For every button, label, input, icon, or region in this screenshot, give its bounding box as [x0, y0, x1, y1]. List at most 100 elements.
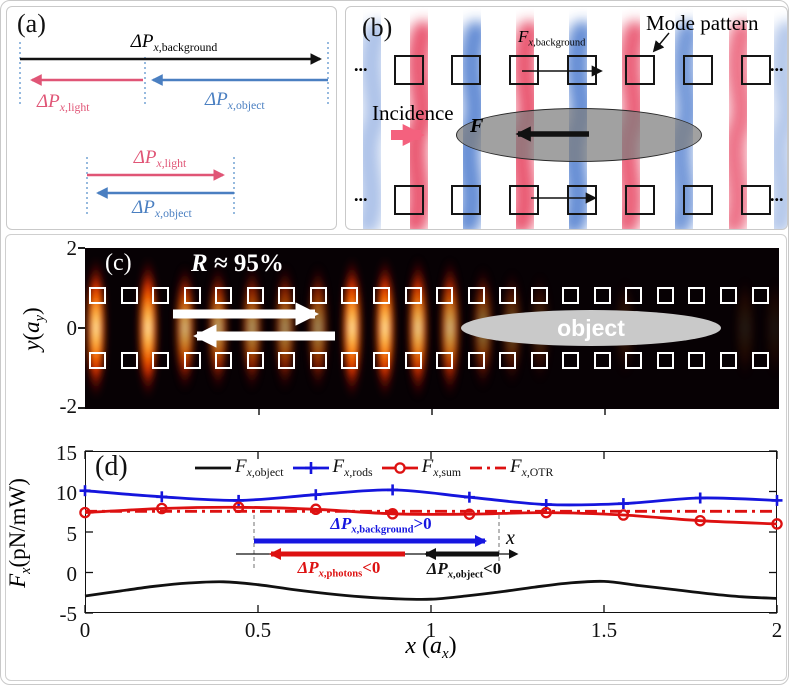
delta-p-photons-annotation: ΔPx,photons<0	[269, 558, 409, 580]
circle-marker	[694, 514, 706, 527]
d-ytick-0: 0	[66, 562, 78, 586]
incidence-label: Incidence	[372, 101, 454, 125]
field-antinode-stripe	[734, 276, 756, 380]
text-segment: x	[447, 569, 453, 581]
legend-entry-F_x,OTR: Fx,OTR	[469, 456, 553, 480]
d-ytick-15: 15	[56, 441, 77, 465]
rod-square	[741, 185, 771, 215]
panel-a-arrows	[19, 42, 329, 214]
ellipsis-bottom-right: ...	[770, 185, 784, 205]
rod-square-field	[594, 287, 611, 304]
rod-square-field	[215, 352, 232, 369]
rod-square	[683, 185, 713, 215]
text-segment: ΔP	[426, 559, 448, 578]
c-ytick-neg2: -2	[59, 394, 78, 418]
text-segment: x	[442, 646, 449, 663]
rod-square	[683, 55, 713, 85]
text-segment: ,object	[160, 207, 192, 221]
panel-d-label: (d)	[95, 451, 128, 482]
text-segment: x	[344, 466, 350, 480]
rod-square-field	[531, 352, 548, 369]
text-segment: ≈ 95%	[207, 250, 284, 277]
chart-legend: Fx,object Fx,rods Fx,sum Fx,OTR	[194, 456, 553, 480]
rod-square-field	[152, 287, 169, 304]
text-segment: ΔP	[37, 91, 60, 112]
rod-square	[394, 55, 424, 85]
series-F_x,sum	[84, 505, 778, 526]
text-segment: x	[528, 37, 534, 49]
rod-square-field	[625, 287, 642, 304]
rod-square-field	[594, 352, 611, 369]
panel-b-label: (b)	[362, 13, 393, 42]
field-antinode-stripe	[241, 264, 263, 392]
object-momentum-label: ΔPx,object	[205, 89, 265, 113]
legend-sample	[381, 462, 418, 474]
text-segment: x	[17, 567, 34, 574]
red-mode-lobe	[722, 21, 754, 229]
text-segment: a	[430, 633, 443, 659]
text-segment: ,object	[453, 569, 484, 581]
rod-square-field	[436, 287, 453, 304]
legend-sample	[292, 462, 329, 475]
text-segment: x	[318, 568, 324, 580]
panel-b-arrows	[391, 32, 670, 204]
rod-square	[451, 55, 481, 85]
text-segment: F	[5, 573, 30, 588]
power-flow-arrows	[173, 302, 335, 348]
rod-square-field	[562, 287, 579, 304]
force-background-label: Fx,background	[518, 27, 585, 49]
rod-square-field	[752, 287, 769, 304]
rod-square-field	[688, 352, 705, 369]
x-axis-inset-label: x	[506, 527, 515, 550]
text-segment: ΔP	[330, 514, 352, 533]
rod-square-field	[720, 287, 737, 304]
optical-force-label: F	[470, 115, 483, 138]
text-segment: )	[448, 633, 457, 659]
rod-square-field	[562, 352, 579, 369]
d-xtick-05: 0.5	[244, 618, 272, 642]
text-segment: a	[19, 321, 44, 333]
rod-square-field	[720, 352, 737, 369]
c-ytick-0: 0	[66, 316, 78, 340]
rod-square-field	[468, 287, 485, 304]
rod-square-field	[752, 352, 769, 369]
text-segment: <0	[483, 559, 502, 578]
rod-square-field	[278, 352, 295, 369]
legend-entry-F_x,sum: Fx,sum	[381, 456, 461, 480]
text-segment: (	[416, 633, 431, 659]
d-x-axis-label: x (ax)	[356, 633, 506, 663]
legend-label: Fx,sum	[422, 456, 461, 480]
d-xtick-0: 0	[79, 618, 91, 642]
rod-square	[625, 55, 655, 85]
text-segment: ΔP	[297, 558, 319, 577]
legend-sample	[470, 466, 507, 470]
field-antinode-stripe	[374, 256, 396, 400]
text-segment: ,light	[161, 157, 187, 171]
blue-mode-lobe	[767, 21, 787, 229]
rod-square-field	[373, 287, 390, 304]
text-segment: x	[246, 466, 252, 480]
force-chart	[79, 450, 783, 614]
ellipsis-top-right: ...	[770, 55, 784, 75]
rod-square	[625, 185, 655, 215]
light-momentum-label-2: ΔPx,light	[105, 147, 215, 171]
legend-entry-F_x,rods: Fx,rods	[292, 456, 373, 480]
c-ytick-2: 2	[66, 236, 78, 260]
light-momentum-label: ΔPx,light	[37, 91, 90, 115]
rod-square-field	[278, 287, 295, 304]
c-ytickmark	[78, 407, 85, 409]
text-segment: F	[332, 456, 345, 477]
rod-square-field	[341, 352, 358, 369]
text-segment: ΔP	[133, 147, 157, 168]
rod-square-field	[215, 287, 232, 304]
rod-square-field	[247, 352, 264, 369]
rod-square-field	[341, 287, 358, 304]
legend-label: Fx,rods	[333, 456, 373, 480]
c-y-axis-label: y(ay)	[19, 257, 48, 401]
text-segment: F	[518, 27, 529, 46]
text-segment: y	[31, 314, 48, 322]
rod-square	[451, 185, 481, 215]
text-segment: ,background	[533, 37, 586, 49]
circle-marker	[386, 508, 399, 520]
